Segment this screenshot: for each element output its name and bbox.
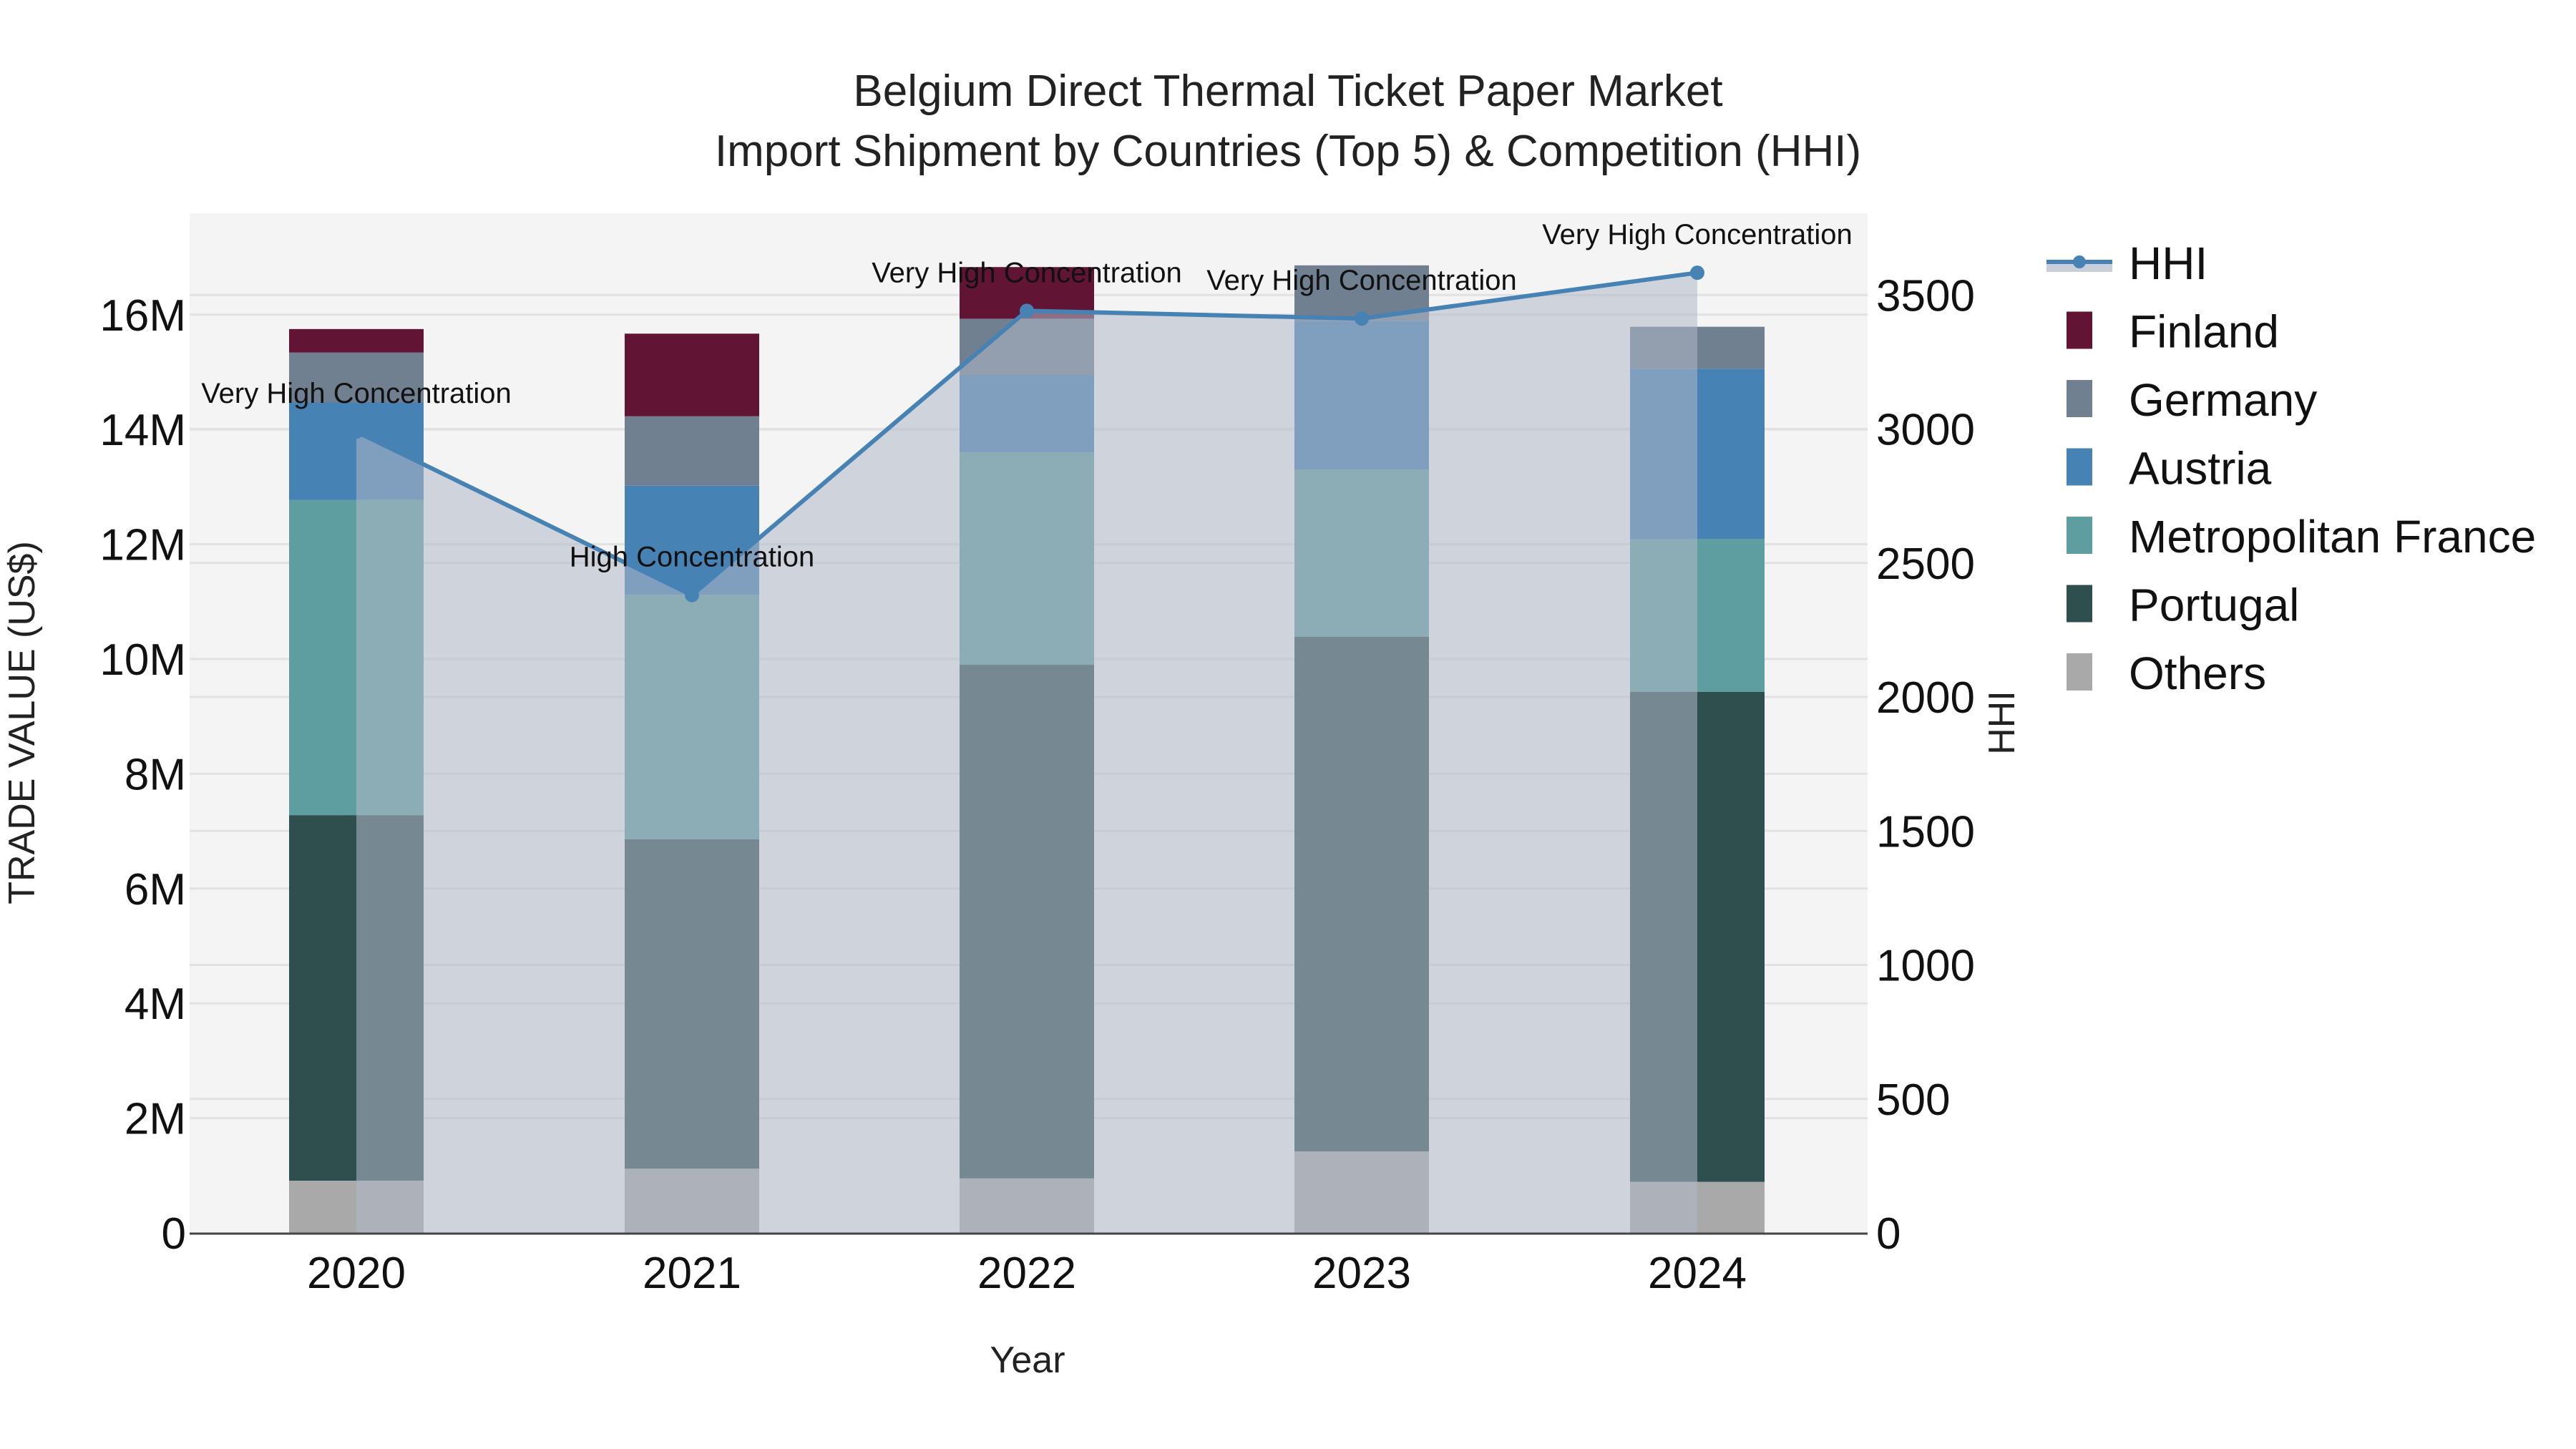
legend-label: Portugal xyxy=(2129,580,2299,631)
y-tick-label: 2M xyxy=(125,1095,186,1144)
y2-tick-label: 2000 xyxy=(1876,673,1975,723)
legend-label: HHI xyxy=(2129,238,2207,289)
hhi-point[interactable] xyxy=(685,587,699,602)
x-tick-label: 2023 xyxy=(1312,1249,1411,1298)
x-tick-label: 2022 xyxy=(977,1249,1076,1298)
y-axis-title: TRADE VALUE (US$) xyxy=(1,541,43,904)
legend-item-metropolitan-france[interactable]: Metropolitan France xyxy=(2067,511,2536,562)
chart-title-line2: Import Shipment by Countries (Top 5) & C… xyxy=(715,127,1861,176)
chart-title-line1: Belgium Direct Thermal Ticket Paper Mark… xyxy=(853,67,1722,116)
hhi-annotation: Very High Concentration xyxy=(1542,219,1853,250)
hhi-point[interactable] xyxy=(1355,311,1369,326)
legend-swatch-icon xyxy=(2067,653,2092,691)
y2-tick-label: 1000 xyxy=(1876,942,1975,991)
y2-tick-label: 500 xyxy=(1876,1075,1950,1125)
y-tick-label: 12M xyxy=(99,521,186,570)
x-axis-ticks: 2020 2021 2022 2023 2024 xyxy=(307,1249,1747,1298)
legend-swatch-icon xyxy=(2067,517,2092,554)
y-tick-label: 14M xyxy=(99,406,186,455)
hhi-point[interactable] xyxy=(1690,265,1704,280)
x-tick-label: 2024 xyxy=(1648,1249,1747,1298)
legend-label: Others xyxy=(2129,648,2266,699)
y-tick-label: 4M xyxy=(125,980,186,1029)
hhi-annotation: Very High Concentration xyxy=(1206,265,1517,296)
legend-item-portugal[interactable]: Portugal xyxy=(2067,580,2299,631)
bar-segment-germany[interactable] xyxy=(625,416,759,486)
y2-tick-label: 2500 xyxy=(1876,540,1975,589)
legend-marker-icon xyxy=(2073,255,2086,268)
y2-tick-label: 0 xyxy=(1876,1209,1901,1259)
y2-axis-ticks: 0 500 1000 1500 2000 2500 3000 3500 xyxy=(1876,271,1975,1259)
y-tick-label: 16M xyxy=(99,291,186,341)
legend: HHI Finland Germany Austria Metropolitan Fra… xyxy=(2046,238,2536,699)
hhi-annotation: High Concentration xyxy=(570,542,814,573)
y2-tick-label: 1500 xyxy=(1876,807,1975,857)
legend-item-hhi[interactable]: HHI xyxy=(2046,238,2207,289)
hhi-annotations: Very High Concentration High Concentratio… xyxy=(201,219,1853,573)
hhi-line xyxy=(349,265,1704,602)
legend-swatch-icon xyxy=(2067,448,2092,486)
hhi-annotation: Very High Concentration xyxy=(201,378,512,409)
hhi-point[interactable] xyxy=(349,424,364,439)
y-tick-label: 10M xyxy=(99,635,186,685)
legend-label: Metropolitan France xyxy=(2129,511,2536,562)
x-axis-title: Year xyxy=(990,1340,1065,1381)
y-tick-label: 8M xyxy=(125,750,186,799)
hhi-point[interactable] xyxy=(1020,303,1034,318)
legend-label: Finland xyxy=(2129,306,2279,358)
legend-swatch-icon xyxy=(2067,585,2092,623)
hhi-area-fill xyxy=(356,273,1697,1233)
legend-label: Austria xyxy=(2129,443,2272,494)
legend-swatch-icon xyxy=(2067,311,2092,349)
bar-segment-germany[interactable] xyxy=(289,352,424,403)
y-axis-ticks: 0 2M 4M 6M 8M 10M 12M 14M 16M xyxy=(99,291,186,1259)
legend-item-austria[interactable]: Austria xyxy=(2067,443,2272,494)
y2-axis-title: HHI xyxy=(1981,691,2023,755)
x-tick-label: 2021 xyxy=(643,1249,741,1298)
bar-segment-finland[interactable] xyxy=(625,333,759,416)
y2-tick-label: 3000 xyxy=(1876,406,1975,455)
hhi-annotation: Very High Concentration xyxy=(872,257,1182,288)
legend-item-others[interactable]: Others xyxy=(2067,648,2266,699)
y2-tick-label: 3500 xyxy=(1876,271,1975,321)
y-tick-label: 0 xyxy=(162,1209,186,1259)
legend-item-finland[interactable]: Finland xyxy=(2067,306,2279,358)
x-tick-label: 2020 xyxy=(307,1249,406,1298)
legend-label: Germany xyxy=(2129,374,2317,426)
hhi-area xyxy=(356,273,1697,1233)
legend-swatch-icon xyxy=(2067,380,2092,417)
bar-segment-finland[interactable] xyxy=(289,328,424,353)
legend-item-germany[interactable]: Germany xyxy=(2067,374,2317,426)
y-tick-label: 6M xyxy=(125,865,186,914)
